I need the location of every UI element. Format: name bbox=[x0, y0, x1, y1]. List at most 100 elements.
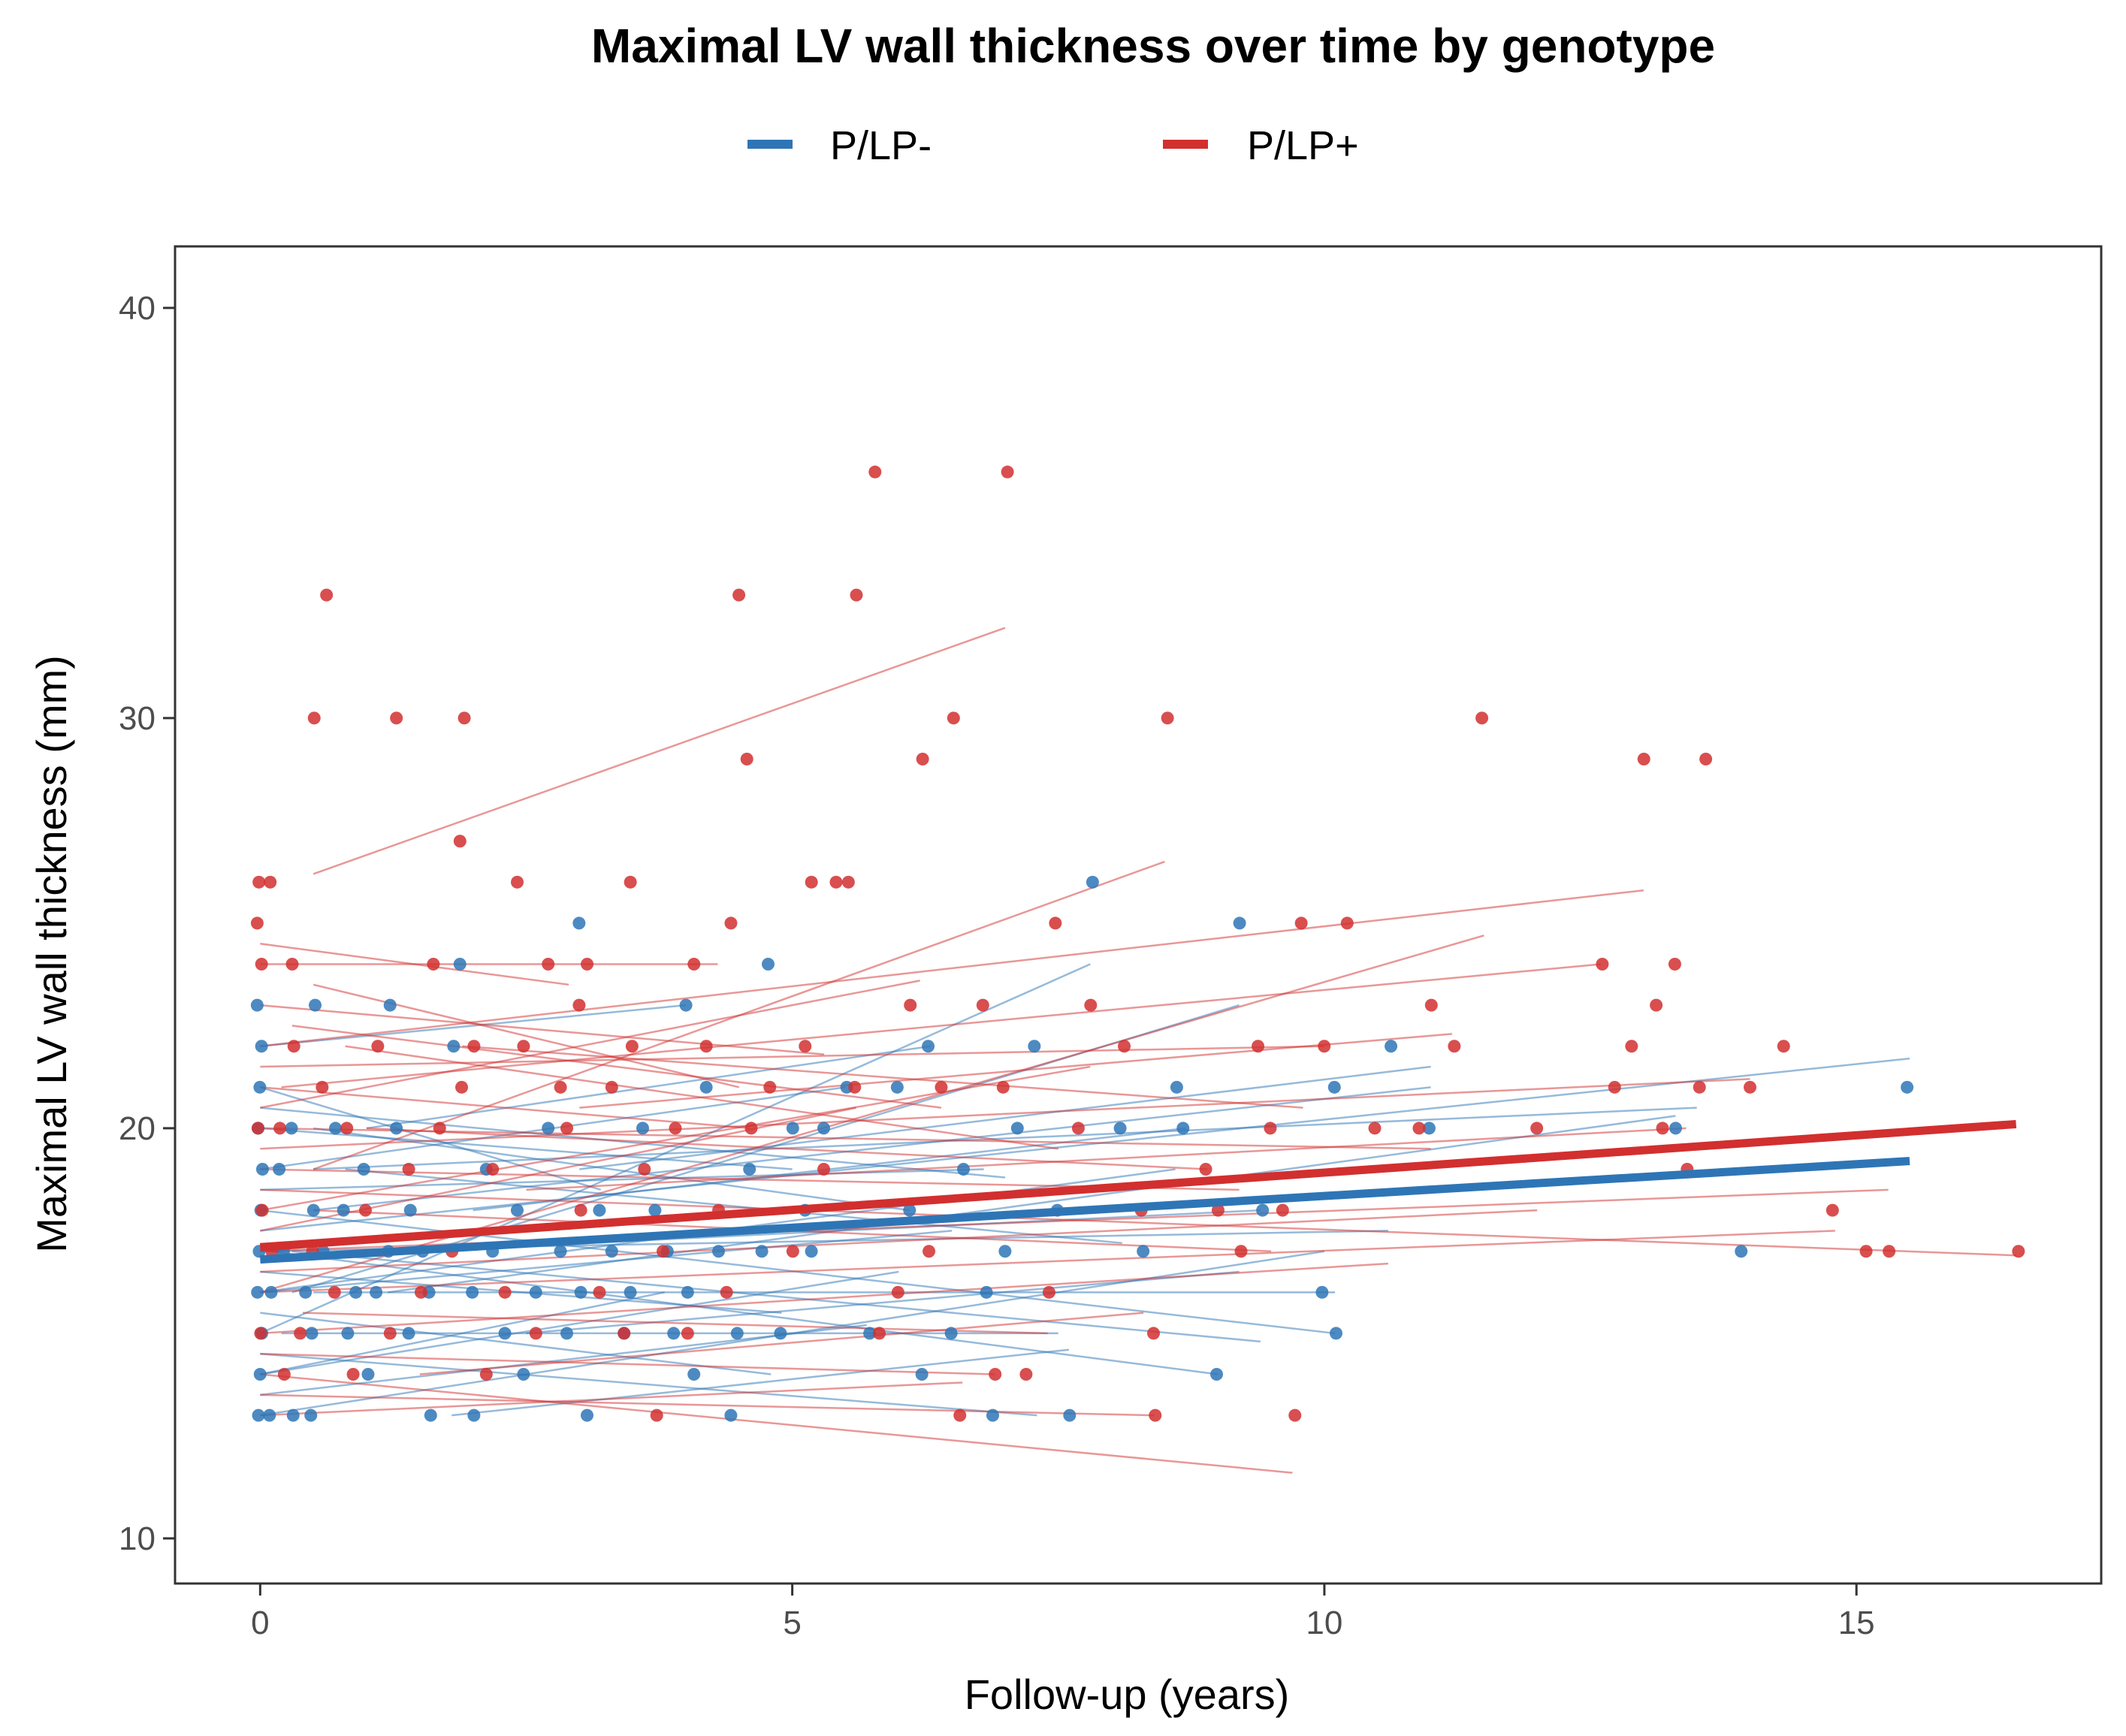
data-point-p-lp-pos bbox=[1149, 1408, 1162, 1422]
data-point-p-lp-pos bbox=[720, 1285, 733, 1299]
trajectory-line-p-lp-pos bbox=[260, 889, 1644, 1047]
data-point-p-lp-neg bbox=[667, 1327, 681, 1340]
data-point-p-lp-neg bbox=[1329, 1327, 1342, 1340]
data-point-p-lp-pos bbox=[953, 1408, 967, 1422]
data-point-p-lp-pos bbox=[1001, 465, 1014, 479]
data-point-p-lp-pos bbox=[786, 1245, 799, 1258]
chart-title: Maximal LV wall thickness over time by g… bbox=[591, 19, 1715, 73]
data-point-p-lp-pos bbox=[1294, 916, 1308, 930]
data-point-p-lp-neg bbox=[466, 1285, 479, 1299]
data-point-p-lp-neg bbox=[786, 1122, 799, 1135]
data-point-p-lp-pos bbox=[624, 875, 637, 889]
data-point-p-lp-pos bbox=[1288, 1408, 1302, 1422]
data-point-p-lp-neg bbox=[309, 998, 322, 1012]
data-point-p-lp-pos bbox=[340, 1122, 354, 1135]
data-point-p-lp-pos bbox=[581, 958, 594, 971]
data-point-p-lp-pos bbox=[328, 1285, 341, 1299]
data-point-p-lp-pos bbox=[732, 588, 746, 602]
data-point-p-lp-pos bbox=[453, 835, 467, 848]
trajectory-line-p-lp-pos bbox=[291, 1025, 942, 1109]
trajectory-line-p-lp-pos bbox=[260, 1262, 1388, 1335]
data-point-p-lp-pos bbox=[316, 1080, 329, 1094]
data-point-p-lp-pos bbox=[1071, 1122, 1085, 1135]
trajectory-line-p-lp-pos bbox=[260, 1352, 995, 1375]
data-point-p-lp-neg bbox=[424, 1408, 437, 1422]
data-point-p-lp-neg bbox=[447, 1040, 461, 1053]
data-point-p-lp-neg bbox=[1735, 1245, 1748, 1258]
data-point-p-lp-pos bbox=[414, 1285, 427, 1299]
data-point-p-lp-pos bbox=[916, 753, 929, 766]
data-point-p-lp-pos bbox=[1318, 1040, 1331, 1053]
trajectory-line-p-lp-neg bbox=[291, 1250, 1261, 1343]
trajectory-line-p-lp-neg bbox=[313, 1086, 1431, 1212]
trajectory-line-p-lp-pos bbox=[345, 1045, 1058, 1150]
data-point-p-lp-neg bbox=[337, 1203, 350, 1217]
data-point-p-lp-pos bbox=[255, 958, 268, 971]
data-point-p-lp-neg bbox=[724, 1408, 738, 1422]
data-point-p-lp-neg bbox=[1113, 1122, 1127, 1135]
data-point-p-lp-neg bbox=[349, 1285, 363, 1299]
trajectory-line-p-lp-neg bbox=[260, 1291, 665, 1375]
data-point-p-lp-pos bbox=[254, 1327, 267, 1340]
data-point-p-lp-pos bbox=[1199, 1163, 1212, 1176]
data-point-p-lp-neg bbox=[255, 1040, 268, 1053]
data-point-p-lp-pos bbox=[383, 1327, 397, 1340]
trajectory-line-p-lp-pos bbox=[260, 1127, 1431, 1150]
data-point-p-lp-neg bbox=[299, 1285, 313, 1299]
data-point-p-lp-pos bbox=[294, 1327, 307, 1340]
data-point-p-lp-neg bbox=[1668, 1122, 1682, 1135]
data-point-p-lp-neg bbox=[510, 1203, 524, 1217]
trajectory-line-p-lp-neg bbox=[260, 1057, 1910, 1232]
trajectory-line-p-lp-neg bbox=[579, 1065, 1431, 1170]
data-point-p-lp-pos bbox=[904, 998, 917, 1012]
data-point-p-lp-pos bbox=[1777, 1040, 1790, 1053]
data-point-p-lp-neg bbox=[1137, 1245, 1150, 1258]
data-point-p-lp-pos bbox=[1084, 998, 1098, 1012]
data-point-p-lp-neg bbox=[805, 1245, 818, 1258]
data-point-p-lp-pos bbox=[740, 753, 753, 766]
data-point-p-lp-neg bbox=[1327, 1080, 1341, 1094]
trajectory-line-p-lp-pos bbox=[313, 626, 1006, 875]
data-point-p-lp-pos bbox=[1340, 916, 1354, 930]
data-point-p-lp-pos bbox=[1042, 1285, 1055, 1299]
trajectory-line-p-lp-pos bbox=[260, 1188, 2016, 1257]
data-point-p-lp-pos bbox=[1826, 1203, 1839, 1217]
axes: 0 5 10 15 10 20 30 40 bbox=[119, 290, 1875, 1641]
trajectory-line-p-lp-neg bbox=[270, 1250, 1219, 1375]
legend: P/LP- P/LP+ bbox=[747, 123, 1359, 168]
data-point-p-lp-pos bbox=[873, 1327, 886, 1340]
trajectory-line-p-lp-neg bbox=[259, 963, 1091, 1335]
data-point-p-lp-pos bbox=[763, 1080, 777, 1094]
data-point-p-lp-neg bbox=[307, 1203, 320, 1217]
data-point-p-lp-neg bbox=[453, 958, 467, 971]
data-point-p-lp-pos bbox=[625, 1040, 639, 1053]
data-point-p-lp-pos bbox=[1264, 1122, 1277, 1135]
data-point-p-lp-neg bbox=[251, 1285, 264, 1299]
data-point-p-lp-pos bbox=[458, 711, 471, 725]
data-point-p-lp-neg bbox=[273, 1163, 286, 1176]
data-point-p-lp-pos bbox=[251, 1122, 264, 1135]
data-point-p-lp-neg bbox=[1010, 1122, 1024, 1135]
data-point-p-lp-pos bbox=[1211, 1203, 1225, 1217]
data-point-p-lp-neg bbox=[1170, 1080, 1183, 1094]
data-point-p-lp-pos bbox=[1637, 753, 1650, 766]
data-point-p-lp-neg bbox=[624, 1285, 637, 1299]
data-point-p-lp-pos bbox=[264, 875, 277, 889]
data-point-p-lp-pos bbox=[1368, 1122, 1382, 1135]
data-point-p-lp-pos bbox=[976, 998, 989, 1012]
trajectory-line-p-lp-pos bbox=[260, 1393, 1155, 1417]
data-point-p-lp-pos bbox=[498, 1285, 512, 1299]
trajectory-line-p-lp-pos bbox=[260, 1078, 1750, 1150]
data-point-p-lp-neg bbox=[498, 1327, 512, 1340]
trajectory-line-p-lp-pos bbox=[313, 983, 740, 1088]
data-point-p-lp-neg bbox=[1256, 1203, 1270, 1217]
data-point-p-lp-neg bbox=[1901, 1080, 1914, 1094]
data-point-p-lp-neg bbox=[890, 1080, 904, 1094]
data-point-p-lp-neg bbox=[761, 958, 775, 971]
data-point-p-lp-neg bbox=[605, 1245, 618, 1258]
legend-item-p-lp-pos: P/LP+ bbox=[1163, 123, 1359, 168]
y-axis-label: Maximal LV wall thickness (mm) bbox=[28, 655, 75, 1253]
data-point-p-lp-pos bbox=[1693, 1080, 1706, 1094]
